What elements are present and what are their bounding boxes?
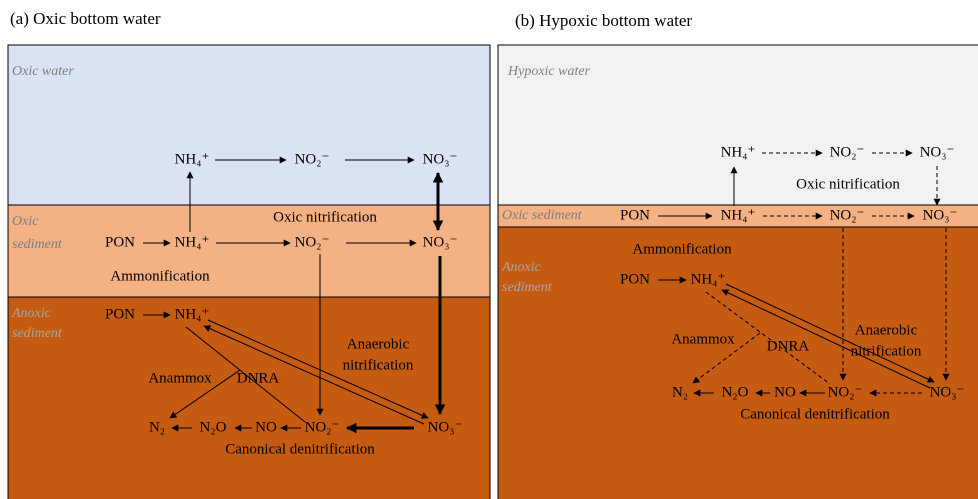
zone-label: Oxic water [12, 64, 74, 79]
arrows-a [143, 156, 446, 434]
node: NO₃⁻ [428, 419, 463, 435]
node: NH₄⁺ [721, 144, 756, 160]
process-label: Anammox [671, 331, 735, 347]
node: PON [620, 271, 650, 287]
node: NH₄⁺ [175, 234, 210, 250]
arrows-b [658, 149, 950, 397]
process-label: nitrification [851, 343, 922, 359]
zone-oxic-water [7, 44, 491, 206]
zone-label: sediment [502, 280, 553, 295]
node: N₂O [722, 384, 749, 400]
process-label: Oxic nitrification [273, 209, 377, 225]
zone-label: sediment [12, 326, 63, 341]
node: NO₃⁻ [930, 384, 965, 400]
node: NO₂⁻ [305, 419, 340, 435]
arrow [725, 283, 935, 383]
zone-label: Oxic sediment [502, 208, 583, 223]
node: PON [105, 234, 135, 250]
arrow [203, 325, 425, 425]
node: NO₂⁻ [828, 384, 863, 400]
node: NO₃⁻ [423, 151, 458, 167]
node: NO₃⁻ [923, 207, 958, 223]
line [185, 326, 306, 423]
node: NO [255, 419, 277, 435]
process-label: DNRA [237, 370, 280, 386]
zone-label: Anoxic [11, 306, 52, 321]
node: NO₂⁻ [295, 151, 330, 167]
panel-a [7, 44, 491, 499]
line [705, 291, 831, 385]
arrow [169, 369, 241, 419]
node: NO₂⁻ [830, 207, 865, 223]
arrow [721, 289, 931, 389]
node: PON [620, 207, 650, 223]
zone-anoxic-sediment [497, 226, 978, 499]
process-label: Ammonification [632, 241, 732, 257]
node: NO₃⁻ [423, 234, 458, 250]
node: NH₄⁺ [175, 151, 210, 167]
node: NH₄⁺ [721, 207, 756, 223]
node: PON [105, 306, 135, 322]
zone-label: Oxic [12, 214, 39, 229]
panel-title: (b) Hypoxic bottom water [515, 11, 692, 30]
node: NO₂⁻ [830, 144, 865, 160]
process-label: Oxic nitrification [796, 176, 900, 192]
arrow [207, 319, 429, 419]
zone-anoxic-sediment [7, 296, 491, 499]
process-label: Canonical denitrification [225, 441, 375, 457]
zone-label: sediment [12, 237, 63, 252]
node: N₂ [672, 384, 688, 400]
zone-label: Anoxic [501, 260, 542, 275]
node: NO₃⁻ [920, 144, 955, 160]
process-label: Ammonification [110, 268, 210, 284]
panel-title: (a) Oxic bottom water [10, 9, 161, 28]
node: NO₂⁻ [295, 234, 330, 250]
node: N₂ [149, 419, 165, 435]
zone-hypoxic-water [497, 44, 978, 206]
node: NH₄⁺ [691, 271, 726, 287]
process-label: Anaerobic [855, 322, 918, 338]
node: N₂O [200, 419, 227, 435]
process-label: Anaerobic [347, 336, 410, 352]
process-label: DNRA [767, 338, 810, 354]
zone-label: Hypoxic water [507, 64, 591, 79]
process-label: Canonical denitrification [740, 406, 890, 422]
zone-oxic-sediment [7, 204, 491, 298]
node: NH₄⁺ [175, 306, 210, 322]
panel-b [497, 44, 978, 499]
process-label: Anammox [148, 370, 212, 386]
node: NO [774, 384, 796, 400]
process-label: nitrification [343, 357, 414, 373]
